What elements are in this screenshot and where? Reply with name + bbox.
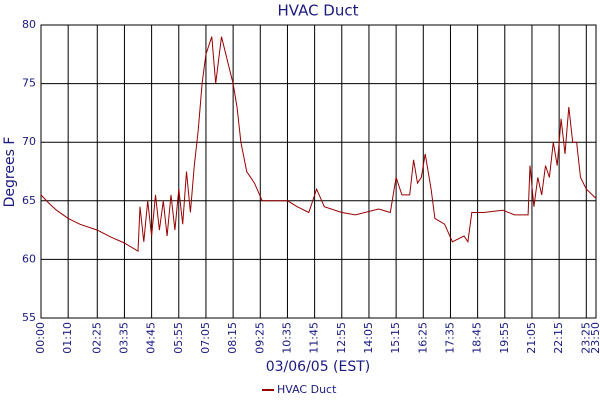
x-tick-label: 14:05 bbox=[362, 322, 375, 354]
x-tick-label: 07:05 bbox=[199, 322, 212, 354]
x-tick-label: 23:50 bbox=[589, 322, 600, 354]
x-tick-label: 05:55 bbox=[172, 322, 185, 354]
x-tick-label: 08:15 bbox=[226, 322, 239, 354]
x-tick-label: 00:00 bbox=[34, 322, 47, 354]
x-tick-label: 12:55 bbox=[335, 322, 348, 354]
x-tick-label: 23:25 bbox=[579, 322, 592, 354]
x-tick-label: 04:45 bbox=[145, 322, 158, 354]
x-tick-label: 16:25 bbox=[416, 322, 429, 354]
y-tick-label: 55 bbox=[22, 311, 36, 324]
x-tick-label: 09:25 bbox=[253, 322, 266, 354]
x-tick-label: 15:15 bbox=[389, 322, 402, 354]
legend-label: HVAC Duct bbox=[277, 383, 337, 396]
x-tick-label: 21:05 bbox=[525, 322, 538, 354]
x-tick-label: 02:25 bbox=[90, 322, 103, 354]
data-line bbox=[40, 36, 597, 253]
x-tick-label: 03:35 bbox=[117, 322, 130, 354]
x-tick-label: 19:55 bbox=[498, 322, 511, 354]
y-tick-label: 80 bbox=[22, 18, 36, 31]
plot-border bbox=[40, 24, 597, 319]
y-tick-label: 75 bbox=[22, 77, 36, 90]
x-tick-label: 10:35 bbox=[280, 322, 293, 354]
x-axis-label: 03/06/05 (EST) bbox=[266, 359, 371, 375]
y-tick-label: 70 bbox=[22, 135, 36, 148]
x-tick-label: 11:45 bbox=[308, 322, 321, 354]
x-tick-label: 22:15 bbox=[552, 322, 565, 354]
chart-title: HVAC Duct bbox=[277, 2, 358, 20]
x-tick-label: 17:35 bbox=[443, 322, 456, 354]
y-tick-label: 65 bbox=[22, 194, 36, 207]
y-tick-label: 60 bbox=[22, 252, 36, 265]
x-tick-label: 18:45 bbox=[471, 322, 484, 354]
x-tick-label: 01:10 bbox=[61, 322, 74, 354]
y-axis-label: Degrees F bbox=[2, 137, 18, 208]
